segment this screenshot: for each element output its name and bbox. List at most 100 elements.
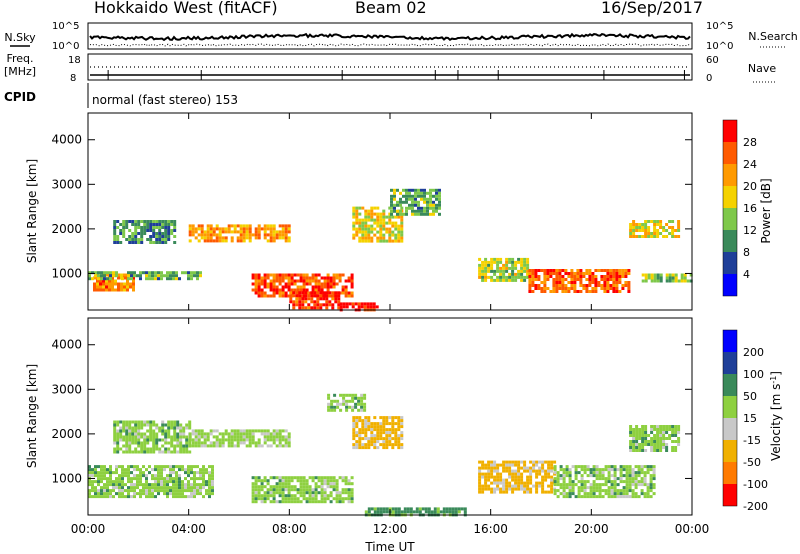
heatmap-cell [640, 471, 644, 475]
heatmap-cell [167, 447, 171, 451]
heatmap-cell [293, 494, 297, 498]
heatmap-cell [517, 272, 521, 276]
heatmap-cell [304, 291, 308, 295]
heatmap-cell [293, 476, 297, 480]
heatmap-cell [629, 449, 633, 452]
heatmap-cell [124, 495, 127, 499]
colorbar-tick-label: 15 [743, 412, 757, 425]
heatmap-cell [514, 475, 518, 479]
heatmap-cell [665, 446, 669, 449]
heatmap-cell [601, 489, 605, 493]
heatmap-cell [301, 300, 305, 304]
heatmap-cell [155, 432, 159, 436]
heatmap-cell [432, 212, 435, 216]
heatmap-cell [170, 441, 174, 445]
heatmap-cell [113, 223, 117, 226]
heatmap-cell [121, 468, 124, 472]
heatmap-cell [113, 235, 117, 238]
heatmap-cell [393, 194, 396, 198]
heatmap-cell [355, 233, 359, 237]
heatmap-cell [293, 288, 297, 292]
heatmap-cell [547, 469, 551, 473]
heatmap-cell [644, 235, 648, 238]
heatmap-cell [388, 227, 392, 231]
heatmap-cell [311, 479, 315, 483]
heatmap-cell [134, 423, 138, 427]
heatmap-cell [367, 443, 371, 447]
heatmap-cell [236, 429, 240, 433]
heatmap-cell [130, 495, 133, 499]
heatmap-cell [194, 444, 198, 448]
heatmap-cell [130, 486, 133, 490]
heatmap-cell [397, 239, 401, 243]
heatmap-cell [352, 431, 356, 435]
heatmap-cell [610, 468, 614, 472]
heatmap-cell [269, 494, 273, 498]
heatmap-cell [637, 468, 641, 472]
heatmap-cell [287, 239, 291, 243]
heatmap-cell [134, 432, 138, 436]
heatmap-cell [335, 273, 339, 277]
heatmap-cell [399, 200, 402, 204]
heatmap-cell [490, 278, 494, 282]
heatmap-cell [558, 278, 562, 281]
heatmap-cell [157, 492, 160, 496]
heatmap-cell [160, 486, 163, 490]
heatmap-cell [145, 271, 148, 275]
heatmap-cell [562, 483, 566, 487]
heatmap-cell [266, 227, 270, 231]
heatmap-cell [339, 408, 343, 412]
heatmap-cell [541, 490, 545, 494]
heatmap-cell [598, 474, 602, 478]
heatmap-cell [595, 474, 599, 478]
heatmap-cell [308, 491, 312, 495]
heatmap-cell [327, 408, 331, 412]
heatmap-cell [580, 489, 584, 493]
heatmap-cell [313, 303, 317, 307]
heatmap-cell [278, 488, 282, 492]
heatmap-cell [567, 281, 571, 284]
heatmap-cell [588, 284, 592, 287]
heatmap-cell [251, 282, 255, 286]
heatmap-cell [526, 266, 530, 270]
heatmap-cell [394, 431, 398, 435]
heatmap-cell [335, 282, 339, 286]
heatmap-cell [546, 278, 550, 281]
heatmap-cell [311, 497, 315, 501]
heatmap-cell [435, 203, 438, 207]
heatmap-cell [352, 434, 356, 438]
heatmap-cell [373, 510, 377, 514]
heatmap-cell [499, 272, 503, 276]
heatmap-cell [603, 275, 607, 278]
heatmap-cell [221, 230, 225, 234]
y-tick-label: 2000 [51, 427, 82, 441]
heatmap-cell [109, 465, 112, 469]
heatmap-cell [239, 432, 243, 436]
heatmap-cell [308, 476, 312, 480]
heatmap-cell [457, 507, 461, 511]
heatmap-cell [627, 272, 631, 275]
heatmap-cell [157, 480, 160, 484]
heatmap-cell [236, 444, 240, 448]
heatmap-cell [621, 275, 625, 278]
heatmap-cell [142, 474, 145, 478]
heatmap-cell [481, 472, 485, 476]
heatmap-cell [408, 206, 411, 210]
heatmap-cell [155, 226, 159, 229]
heatmap-cell [528, 281, 532, 284]
heatmap-cell [263, 441, 267, 445]
heatmap-cell [543, 287, 547, 290]
heatmap-cell [296, 500, 300, 504]
heatmap-cell [628, 477, 632, 481]
heatmap-cell [166, 271, 169, 275]
heatmap-cell [119, 223, 123, 226]
heatmap-cell [190, 274, 193, 278]
heatmap-cell [652, 465, 656, 469]
heatmap-cell [376, 446, 380, 450]
heatmap-cell [637, 480, 641, 484]
heatmap-cell [367, 227, 371, 231]
heatmap-cell [433, 507, 437, 511]
heatmap-cell [254, 291, 258, 295]
heatmap-cell [615, 284, 619, 287]
heatmap-cell [254, 441, 258, 445]
